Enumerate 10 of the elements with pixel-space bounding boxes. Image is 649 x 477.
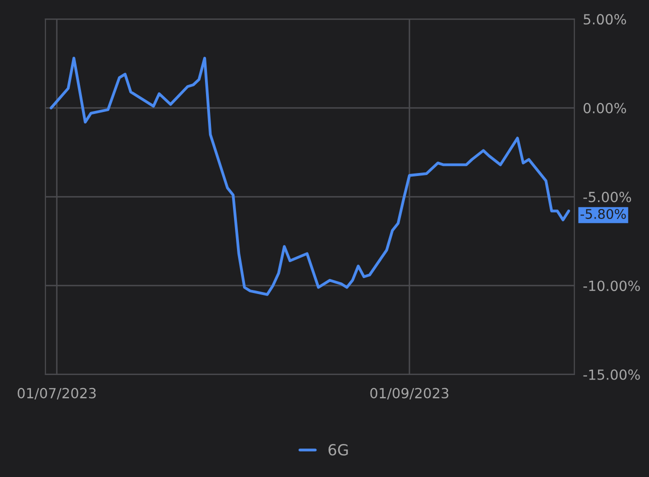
x-tick-label: 01/09/2023 <box>370 388 448 400</box>
line-series <box>50 56 570 296</box>
y-tick-label: 5.00% <box>584 14 626 25</box>
y-tick-label: -10.00% <box>583 280 640 292</box>
legend-label: 6G <box>328 444 348 456</box>
text: -5.80% <box>580 208 626 219</box>
y-tick-label: -5.00% <box>583 192 632 202</box>
y-tick-label: 0.00% <box>584 102 626 114</box>
y-tick-label: -15.00% <box>583 369 640 380</box>
x-tick-label: 01/07/2023 <box>18 388 96 400</box>
